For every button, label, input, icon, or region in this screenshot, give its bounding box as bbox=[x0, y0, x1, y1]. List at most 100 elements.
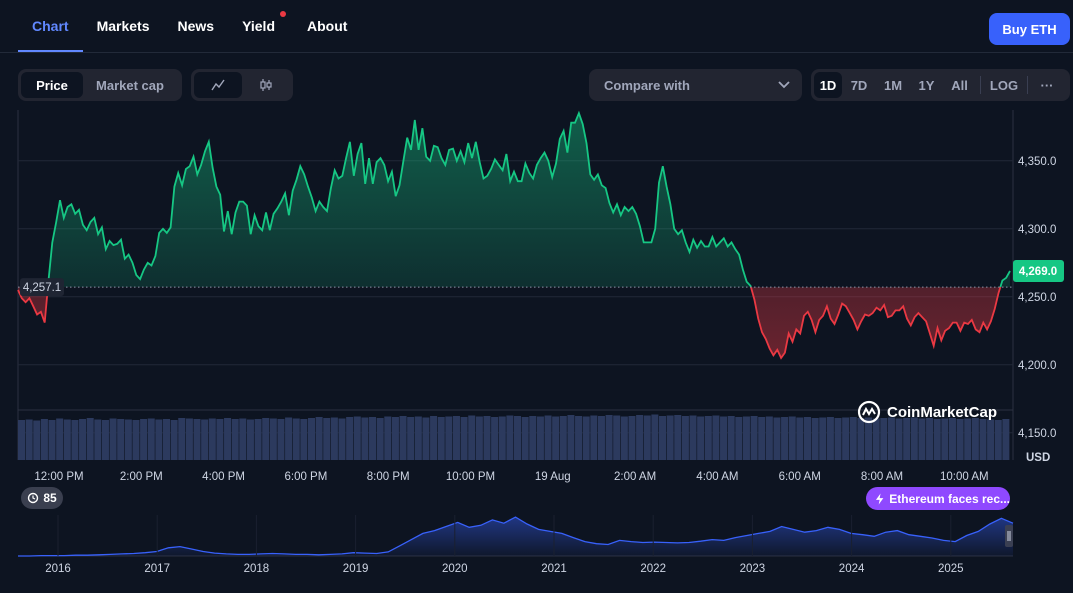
volume-bar bbox=[948, 418, 956, 460]
volume-bar bbox=[636, 415, 644, 460]
y-tick-label: 4,250.0 bbox=[1018, 292, 1056, 304]
volume-bar bbox=[147, 418, 155, 460]
range-7d-button[interactable]: 7D bbox=[850, 77, 868, 93]
volume-bar bbox=[33, 420, 41, 460]
line-chart-button[interactable] bbox=[194, 72, 242, 98]
tab-label: Yield bbox=[242, 18, 275, 34]
more-options-button[interactable]: ··· bbox=[1040, 77, 1054, 93]
compare-label: Compare with bbox=[604, 77, 690, 93]
volume-bar bbox=[285, 417, 293, 460]
current-price-label: 4,269.0 bbox=[1019, 266, 1057, 278]
tab-chart[interactable]: Chart bbox=[18, 0, 83, 52]
chevron-down-icon bbox=[778, 81, 790, 89]
volume-bar bbox=[391, 417, 399, 460]
volume-bar bbox=[575, 416, 583, 460]
overview-chart[interactable]: 2016 2017 2018 2019 2020 2021 2022 2023 2024 2025 bbox=[18, 515, 1014, 575]
volume-bar bbox=[994, 420, 1002, 460]
tab-markets[interactable]: Markets bbox=[83, 0, 164, 52]
volume-bar bbox=[514, 416, 522, 460]
volume-bar bbox=[231, 419, 239, 460]
volume-bar bbox=[48, 420, 56, 460]
buy-eth-button[interactable]: Buy ETH bbox=[989, 13, 1070, 45]
overview-tick-label: 2021 bbox=[541, 563, 567, 575]
volume-bar bbox=[689, 415, 697, 460]
volume-bar bbox=[361, 417, 369, 460]
volume-bar bbox=[559, 416, 567, 460]
tabs-divider bbox=[0, 52, 1073, 53]
volume-bar bbox=[277, 419, 285, 460]
tab-news[interactable]: News bbox=[163, 0, 228, 52]
volume-bar bbox=[727, 416, 735, 460]
compare-with-dropdown[interactable]: Compare with bbox=[589, 69, 802, 101]
baseline-label: 4,257.1 bbox=[23, 282, 61, 294]
toolbar-divider bbox=[1027, 76, 1028, 94]
y-axis: 4,350.0 4,300.0 4,250.0 4,200.0 4,150.0 USD 4,… bbox=[1013, 156, 1064, 464]
volume-bar bbox=[658, 416, 667, 460]
tab-yield[interactable]: Yield bbox=[228, 0, 293, 52]
volume-bar bbox=[674, 415, 682, 460]
range-1y-button[interactable]: 1Y bbox=[918, 77, 935, 93]
price-marketcap-toggle: Price Market cap bbox=[18, 69, 182, 101]
volume-bar bbox=[834, 418, 842, 460]
baseline-label-bg bbox=[20, 278, 64, 297]
volume-bar bbox=[140, 419, 148, 460]
y-tick-label: 4,350.0 bbox=[1018, 156, 1056, 168]
volume-bar bbox=[567, 415, 575, 460]
volume-bar bbox=[468, 415, 476, 460]
price-chart[interactable]: 4,257.1 4,350.0 4,300.0 4,250.0 4,200.0 4,15… bbox=[0, 110, 1073, 593]
volume-bar bbox=[262, 418, 270, 460]
x-tick-label: 10:00 AM bbox=[940, 471, 989, 483]
range-1d-button[interactable]: 1D bbox=[814, 72, 842, 98]
volume-bar bbox=[910, 417, 918, 460]
volume-bar bbox=[681, 416, 689, 460]
x-tick-label: 10:00 PM bbox=[446, 471, 495, 483]
volume-bar bbox=[94, 419, 102, 460]
volume-bar bbox=[300, 419, 308, 460]
range-1m-button[interactable]: 1M bbox=[883, 77, 903, 93]
volume-bar bbox=[25, 419, 33, 460]
notification-dot bbox=[280, 11, 286, 17]
overview-tick-label: 2020 bbox=[442, 563, 468, 575]
overview-tick-label: 2019 bbox=[343, 563, 369, 575]
volume-bar bbox=[697, 416, 705, 460]
range-all-button[interactable]: All bbox=[951, 77, 968, 93]
volume-bar bbox=[750, 416, 758, 460]
y-tick-label: 4,150.0 bbox=[1018, 428, 1056, 440]
toolbar-divider bbox=[980, 76, 981, 94]
volume-bar bbox=[132, 420, 140, 460]
volume-bar bbox=[254, 419, 262, 460]
x-tick-label: 6:00 PM bbox=[284, 471, 327, 483]
volume-bar bbox=[979, 419, 987, 460]
volume-bar bbox=[826, 417, 834, 460]
volume-bar bbox=[720, 416, 728, 460]
events-count: 85 bbox=[43, 491, 57, 505]
volume-bar bbox=[895, 418, 903, 460]
line-chart-icon bbox=[211, 79, 225, 91]
volume-bar bbox=[1002, 419, 1010, 460]
lightning-icon bbox=[875, 492, 884, 505]
volume-bar bbox=[712, 415, 720, 460]
events-count-badge[interactable]: 85 bbox=[21, 487, 63, 509]
volume-bar bbox=[430, 416, 438, 460]
candlestick-button[interactable] bbox=[242, 72, 290, 98]
tab-about[interactable]: About bbox=[293, 0, 361, 52]
volume-bar bbox=[483, 416, 491, 460]
volume-bar bbox=[224, 418, 232, 460]
volume-bar bbox=[529, 416, 537, 460]
volume-bar bbox=[521, 417, 529, 460]
volume-bar bbox=[422, 417, 430, 460]
tab-label: Markets bbox=[96, 18, 150, 34]
price-toggle-button[interactable]: Price bbox=[21, 72, 83, 98]
news-event-pill[interactable]: Ethereum faces rec... bbox=[866, 487, 1010, 510]
volume-bar bbox=[155, 419, 163, 460]
volume-bar bbox=[605, 415, 613, 460]
candlestick-icon bbox=[260, 79, 272, 91]
volume-bar bbox=[376, 418, 384, 460]
price-line-up bbox=[46, 110, 1011, 288]
volume-bar bbox=[620, 416, 628, 460]
volume-bar bbox=[292, 418, 300, 460]
volume-bar bbox=[956, 419, 964, 460]
market-cap-toggle-button[interactable]: Market cap bbox=[96, 77, 164, 93]
log-scale-button[interactable]: LOG bbox=[989, 77, 1019, 93]
volume-bar bbox=[987, 419, 995, 460]
